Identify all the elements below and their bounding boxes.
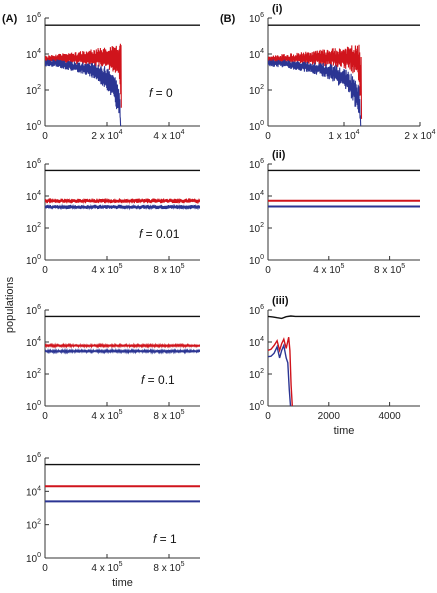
series-layer [268,169,420,208]
series-layer [45,315,200,355]
x-tick-label: 0 [42,265,48,276]
x-tick-label: 4000 [378,411,401,422]
chart-panel-b2: 100 102 104 106 0 4 x 105 8 x 105 (ii) [249,149,420,276]
chart-panel-b1: 100 102 104 106 0 1 x 104 2 x 104 (i) [249,3,436,142]
y-tick-label: 102 [26,222,41,235]
series-blue-band [268,59,362,127]
x-tick-label: 8 x 105 [153,263,184,276]
x-tick-label: 0 [265,131,271,142]
y-tick-label: 100 [26,552,41,565]
y-tick-label: 104 [249,190,264,203]
series-blue-band [45,347,200,355]
y-tick-label: 102 [249,222,264,235]
f-value-annotation: f = 1 [153,532,177,546]
y-axis-title: populations [4,276,16,333]
x-tick-label: 8 x 105 [153,409,184,422]
x-tick-label: 4 x 104 [153,129,184,142]
y-tick-label: 106 [26,304,41,317]
y-tick-label: 106 [249,12,264,25]
y-tick-label: 100 [249,254,264,267]
series-layer [268,315,420,407]
y-tick-label: 100 [26,120,41,133]
y-tick-label: 100 [26,254,41,267]
y-tick-label: 104 [26,48,41,61]
f-value-annotation: f = 0.01 [139,227,180,241]
subpanel-title: (i) [272,3,283,15]
series-blue-band [45,203,200,211]
series-layer [45,169,200,211]
x-tick-label: 2 x 104 [404,129,435,142]
y-tick-label: 106 [26,12,41,25]
y-tick-label: 106 [26,158,41,171]
y-tick-label: 102 [26,368,41,381]
f-value-annotation: f = 0 [149,86,173,100]
chart-panel-a2: 100 102 104 106 0 4 x 105 8 x 105 f = 0.01 [26,158,200,276]
panel-label-a: (A) [2,13,18,25]
x-tick-label: 0 [42,131,48,142]
x-tick-label: 4 x 105 [91,409,122,422]
subpanel-title: (iii) [272,295,289,307]
subpanel-title: (ii) [272,149,286,161]
chart-panel-a1: 100 102 104 106 0 2 x 104 4 x 104 f = 0 [26,12,200,142]
y-tick-label: 102 [26,84,41,97]
series-red-band [45,197,200,205]
y-tick-label: 106 [26,452,41,465]
series-red-band [45,43,122,108]
y-tick-label: 102 [249,368,264,381]
series-layer [45,24,200,127]
x-tick-label: 2 x 104 [91,129,122,142]
series-red-line [268,337,293,407]
x-axis-title: time [334,425,355,437]
y-tick-label: 102 [26,519,41,532]
y-tick-label: 100 [26,400,41,413]
series-red-band [45,342,200,349]
x-tick-label: 4 x 105 [91,263,122,276]
x-tick-label: 0 [42,563,48,574]
x-tick-label: 2000 [318,411,341,422]
y-tick-label: 106 [249,304,264,317]
y-tick-label: 104 [249,48,264,61]
panel-label-b: (B) [220,13,236,25]
series-black-line [268,315,420,320]
series-blue-line [268,343,292,407]
y-tick-label: 104 [26,485,41,498]
x-tick-label: 0 [42,411,48,422]
x-axis-title: time [112,577,133,589]
y-tick-label: 100 [249,400,264,413]
x-tick-label: 0 [265,411,271,422]
chart-panel-a4: 100 102 104 106 0 4 x 105 8 x 105 f = 1 time [26,452,200,589]
x-tick-label: 4 x 105 [313,263,344,276]
y-tick-label: 104 [249,336,264,349]
x-tick-label: 8 x 105 [374,263,405,276]
y-tick-label: 100 [249,120,264,133]
x-tick-label: 0 [265,265,271,276]
f-value-annotation: f = 0.1 [141,373,175,387]
series-layer [45,463,200,503]
chart-panel-b3: 100 102 104 106 0 2000 4000 (iii) time [249,295,420,437]
series-blue-band [45,59,122,127]
y-tick-label: 104 [26,336,41,349]
x-tick-label: 1 x 104 [328,129,359,142]
series-layer [268,24,420,127]
chart-panel-a3: 100 102 104 106 0 4 x 105 8 x 105 f = 0.1 [26,304,200,422]
x-tick-label: 4 x 105 [91,561,122,574]
y-tick-label: 102 [249,84,264,97]
x-tick-label: 8 x 105 [153,561,184,574]
y-tick-label: 106 [249,158,264,171]
y-tick-label: 104 [26,190,41,203]
